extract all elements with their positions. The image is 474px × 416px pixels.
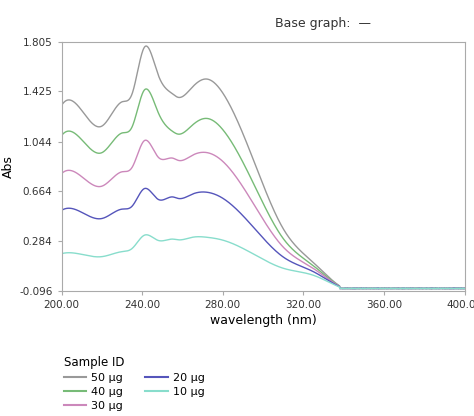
Text: Base graph:  —: Base graph: — bbox=[275, 17, 371, 30]
20 μg bbox=[450, 286, 456, 291]
40 μg bbox=[462, 286, 467, 291]
40 μg bbox=[377, 286, 383, 291]
20 μg bbox=[143, 186, 148, 191]
50 μg bbox=[255, 168, 261, 173]
10 μg bbox=[244, 248, 250, 253]
Line: 30 μg: 30 μg bbox=[62, 140, 465, 289]
10 μg bbox=[376, 286, 382, 291]
Line: 40 μg: 40 μg bbox=[62, 89, 465, 289]
40 μg bbox=[255, 190, 261, 195]
30 μg bbox=[244, 191, 250, 196]
10 μg bbox=[462, 286, 467, 291]
50 μg bbox=[462, 286, 467, 291]
20 μg bbox=[462, 286, 467, 291]
Legend: 50 μg, 40 μg, 30 μg, 20 μg, 10 μg: 50 μg, 40 μg, 30 μg, 20 μg, 10 μg bbox=[59, 352, 210, 415]
Y-axis label: Abs: Abs bbox=[2, 155, 15, 178]
40 μg bbox=[376, 286, 382, 291]
10 μg bbox=[450, 286, 456, 291]
20 μg bbox=[79, 210, 85, 215]
40 μg bbox=[59, 133, 64, 138]
40 μg bbox=[144, 87, 149, 92]
30 μg bbox=[79, 175, 85, 180]
Line: 10 μg: 10 μg bbox=[62, 235, 465, 289]
30 μg bbox=[59, 171, 64, 176]
50 μg bbox=[376, 286, 382, 291]
50 μg bbox=[143, 44, 149, 49]
X-axis label: wavelength (nm): wavelength (nm) bbox=[210, 314, 317, 327]
40 μg bbox=[450, 286, 456, 291]
20 μg bbox=[376, 286, 382, 291]
50 μg bbox=[450, 286, 456, 291]
Line: 50 μg: 50 μg bbox=[62, 46, 465, 289]
30 μg bbox=[143, 138, 148, 143]
40 μg bbox=[79, 138, 85, 143]
10 μg bbox=[79, 252, 85, 257]
20 μg bbox=[255, 230, 261, 235]
50 μg bbox=[79, 109, 85, 114]
40 μg bbox=[450, 286, 456, 291]
30 μg bbox=[462, 286, 467, 291]
10 μg bbox=[59, 251, 64, 256]
50 μg bbox=[59, 103, 64, 108]
40 μg bbox=[244, 168, 250, 173]
10 μg bbox=[450, 286, 456, 291]
10 μg bbox=[144, 232, 149, 237]
30 μg bbox=[450, 286, 456, 291]
20 μg bbox=[59, 208, 64, 213]
10 μg bbox=[402, 286, 408, 291]
30 μg bbox=[255, 208, 261, 213]
30 μg bbox=[416, 286, 422, 291]
10 μg bbox=[255, 254, 261, 259]
50 μg bbox=[446, 286, 451, 291]
Line: 20 μg: 20 μg bbox=[62, 188, 465, 289]
30 μg bbox=[450, 286, 456, 291]
20 μg bbox=[376, 286, 382, 291]
30 μg bbox=[376, 286, 382, 291]
50 μg bbox=[244, 141, 250, 146]
20 μg bbox=[244, 218, 250, 223]
20 μg bbox=[450, 286, 456, 291]
50 μg bbox=[450, 286, 456, 291]
